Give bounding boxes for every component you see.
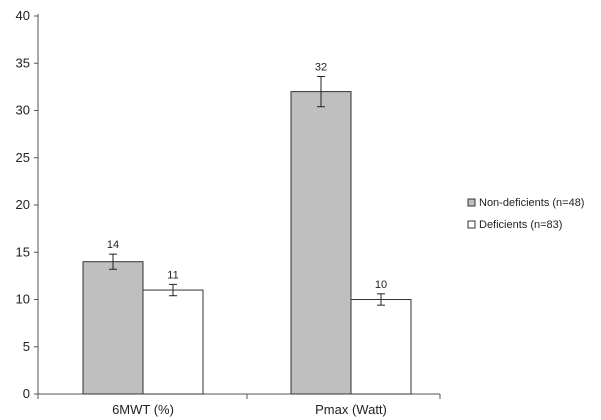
legend-swatch: [467, 198, 476, 207]
bar: [350, 299, 412, 395]
data-label: 32: [315, 61, 327, 73]
bar: [142, 289, 204, 395]
x-category-label: Pmax (Watt): [315, 402, 387, 417]
y-tick-label: 5: [23, 339, 30, 354]
legend: Non-deficients (n=48) Deficients (n=83): [467, 197, 584, 231]
y-tick-label: 0: [23, 386, 30, 401]
y-tick-label: 20: [16, 197, 30, 212]
y-tick-label: 40: [16, 8, 30, 23]
data-label: 14: [107, 239, 119, 251]
y-tick-label: 30: [16, 103, 30, 118]
y-tick-label: 25: [16, 150, 30, 165]
data-label: 11: [167, 269, 178, 281]
legend-label: Deficients (n=83): [479, 219, 562, 231]
y-tick-label: 35: [16, 55, 30, 70]
bars: 14 32 11 10: [82, 61, 412, 395]
legend-swatch: [467, 220, 476, 229]
x-category-label: 6MWT (%): [112, 402, 174, 417]
y-tick-label: 10: [16, 292, 30, 307]
y-tick-label: 15: [16, 244, 30, 259]
axes: 0 5 10 15 20 25 30 35 40 6MWT (%) Pmax (Watt): [16, 8, 441, 417]
data-label: 10: [375, 279, 387, 291]
legend-label: Non-deficients (n=48): [479, 197, 584, 209]
bar: [82, 261, 144, 395]
bar: [290, 91, 352, 395]
